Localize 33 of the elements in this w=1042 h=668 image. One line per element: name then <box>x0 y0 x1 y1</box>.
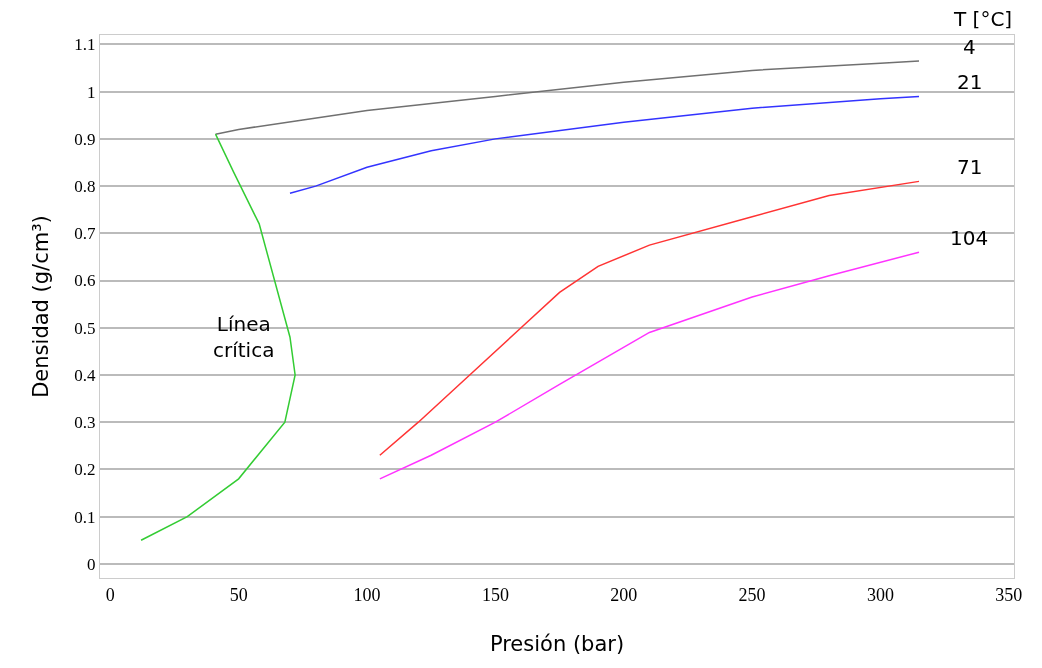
series-label: 71 <box>957 155 983 179</box>
x-axis-title: Presión (bar) <box>489 632 625 656</box>
line-series <box>379 251 920 480</box>
y-tick-label: 0.4 <box>74 365 97 385</box>
y-tick-label: 1 <box>87 82 96 102</box>
y-tick-label: 0.3 <box>74 413 96 433</box>
text: 4 <box>963 35 976 59</box>
y-tick-label: 0.9 <box>74 129 96 149</box>
x-tick-label: 350 <box>995 584 1023 605</box>
y-tick-label: 0.1 <box>74 507 96 527</box>
legend-title: T [°C] <box>953 7 1013 31</box>
y-tick-label: 0.7 <box>74 224 97 244</box>
y-tick-label: 1.1 <box>74 35 96 55</box>
line-series <box>289 95 920 194</box>
line-series <box>140 133 296 541</box>
y-tick-label: 0 <box>87 554 96 574</box>
line-series <box>379 180 920 456</box>
y-tick-label: 0.6 <box>74 271 96 291</box>
y-tick-label: 0.2 <box>74 460 96 480</box>
series-label: 21 <box>957 70 983 94</box>
x-tick-label: 100 <box>353 584 381 605</box>
x-tick-label: 200 <box>610 584 638 605</box>
y-tick-label: 0.8 <box>74 177 96 197</box>
line-series <box>214 60 920 135</box>
x-tick-label: 250 <box>738 584 766 605</box>
y-tick-label: 0.5 <box>74 318 96 338</box>
series-label: 104 <box>950 226 989 250</box>
x-tick-label: 150 <box>481 584 509 605</box>
y-axis-title: Densidad (g/cm³) <box>29 215 53 398</box>
x-tick-label: 300 <box>866 584 894 605</box>
x-tick-label: 0 <box>105 584 115 605</box>
x-tick-label: 50 <box>229 584 248 605</box>
series-label: Línea crítica <box>213 312 275 362</box>
